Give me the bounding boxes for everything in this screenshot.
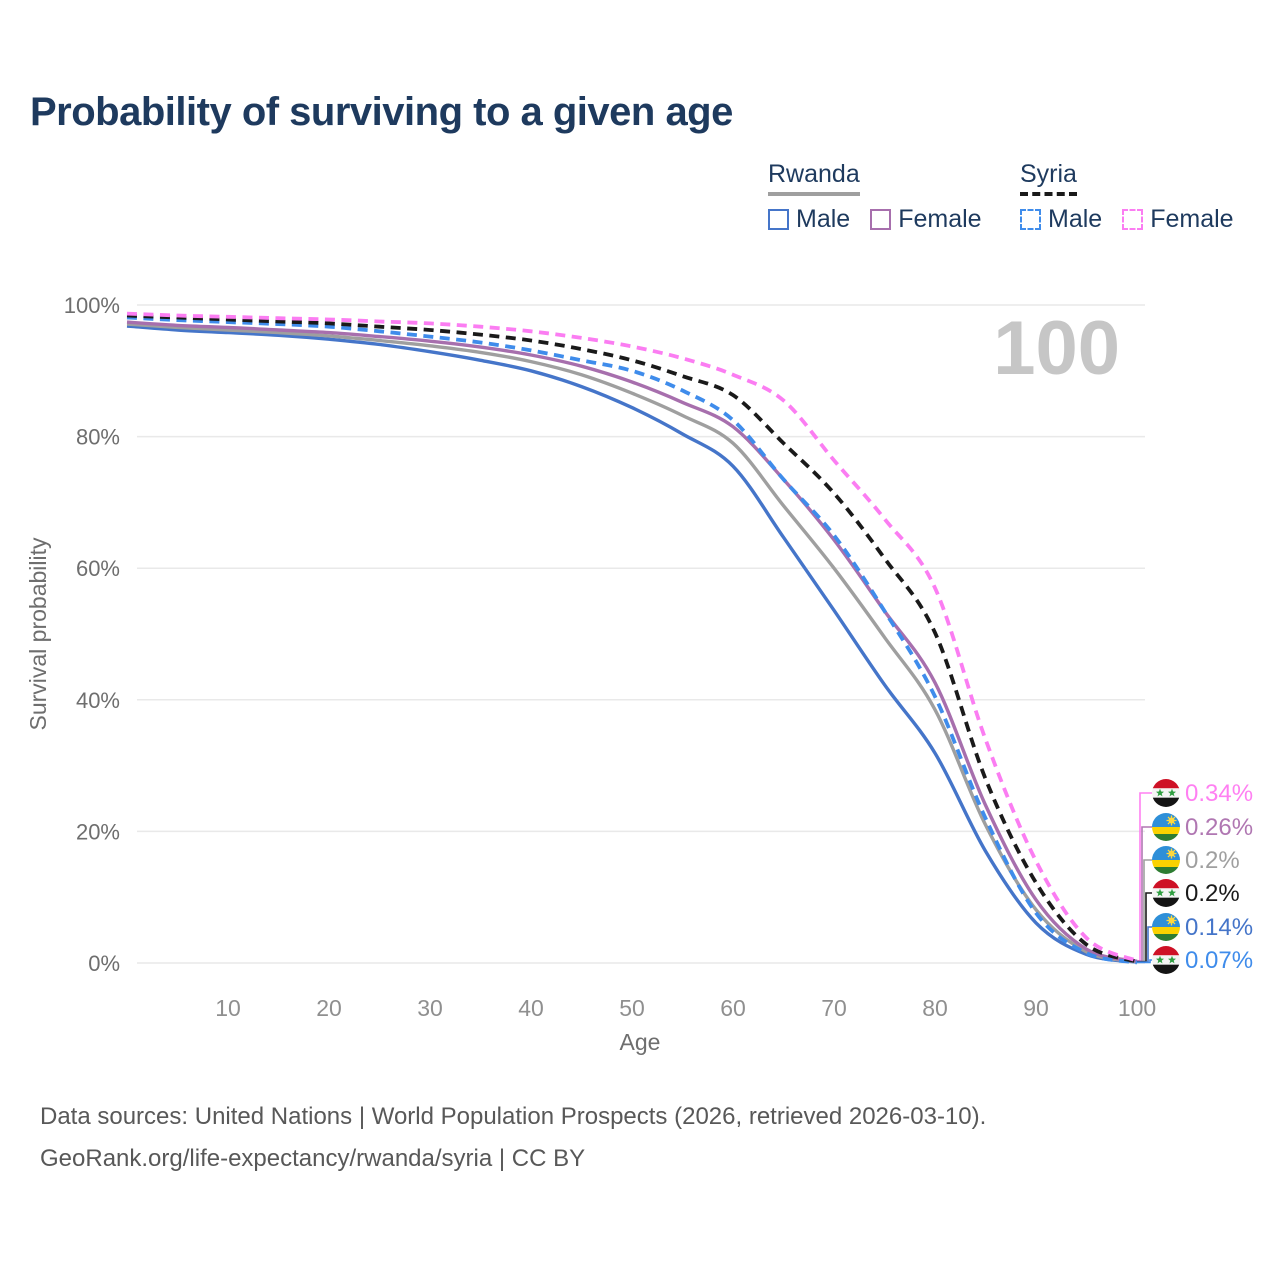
legend-group-syria: Syria Male Female (1020, 160, 1234, 234)
legend-country-syria[interactable]: Syria (1020, 160, 1077, 196)
chart-footer: Data sources: United Nations | World Pop… (40, 1103, 986, 1187)
source-url-line[interactable]: GeoRank.org/life-expectancy/rwanda/syria… (40, 1145, 586, 1172)
x-tick-label: 50 (619, 995, 645, 1021)
syria-female-swatch-icon (1122, 209, 1144, 230)
x-axis-title: Age (620, 1029, 661, 1055)
x-tick-label: 90 (1023, 995, 1049, 1021)
end-value-label-rwanda-all: 0.2% (1185, 847, 1240, 874)
legend-item-rwanda-male[interactable]: Male (768, 205, 850, 234)
rwanda-male-swatch-icon (768, 209, 789, 230)
y-tick-label: 40% (76, 688, 120, 713)
y-tick-label: 80% (76, 425, 120, 450)
y-tick-label: 0% (88, 951, 120, 976)
end-value-label-rwanda-male: 0.14% (1185, 914, 1253, 941)
syria-flag-icon (1152, 779, 1180, 807)
data-sources-line: Data sources: United Nations | World Pop… (40, 1103, 987, 1130)
curve-rwanda-all[interactable] (126, 322, 1138, 964)
legend-item-rwanda-female[interactable]: Female (870, 205, 982, 234)
rwanda-flag-icon (1152, 913, 1180, 941)
curve-rwanda-female[interactable] (126, 320, 1138, 963)
x-tick-label: 10 (215, 995, 241, 1021)
syria-male-swatch-icon (1020, 209, 1041, 230)
legend-label-syria-female: Female (1150, 205, 1234, 233)
end-value-label-rwanda-female: 0.26% (1185, 814, 1253, 841)
end-value-label-syria-all: 0.2% (1185, 880, 1240, 907)
end-value-label-syria-male: 0.07% (1185, 947, 1253, 974)
leader-line-syria-male (1137, 959, 1152, 964)
x-tick-label: 30 (417, 995, 443, 1021)
legend-country-rwanda[interactable]: Rwanda (768, 160, 860, 196)
x-tick-label: 40 (518, 995, 544, 1021)
page-title: Probability of surviving to a given age (30, 90, 733, 134)
syria-flag-icon (1152, 879, 1180, 907)
age-counter-watermark: 100 (993, 306, 1120, 391)
x-tick-label: 70 (821, 995, 847, 1021)
x-tick-label: 100 (1118, 995, 1156, 1021)
rwanda-female-swatch-icon (870, 209, 892, 230)
curve-syria-female[interactable] (126, 311, 1138, 963)
syria-flag-icon (1152, 946, 1180, 974)
rwanda-flag-icon (1152, 846, 1180, 874)
y-tick-label: 20% (76, 819, 120, 844)
y-axis-title: Survival probability (25, 537, 51, 731)
legend-group-rwanda: Rwanda Male Female (768, 160, 982, 234)
legend-item-syria-female[interactable]: Female (1122, 205, 1234, 234)
curve-rwanda-male[interactable] (126, 324, 1138, 964)
x-tick-label: 20 (316, 995, 342, 1021)
y-tick-label: 100% (64, 293, 120, 318)
y-tick-label: 60% (76, 556, 120, 581)
x-tick-label: 80 (922, 995, 948, 1021)
rwanda-flag-icon (1152, 813, 1180, 841)
end-value-label-syria-female: 0.34% (1185, 780, 1253, 807)
legend-label-syria-male: Male (1048, 205, 1103, 233)
legend-label-rwanda-female: Female (898, 205, 982, 233)
x-tick-label: 60 (720, 995, 746, 1021)
curve-syria-all[interactable] (126, 313, 1138, 964)
legend-label-rwanda-male: Male (796, 205, 851, 233)
curve-syria-male[interactable] (126, 315, 1138, 965)
legend-item-syria-male[interactable]: Male (1020, 205, 1102, 234)
